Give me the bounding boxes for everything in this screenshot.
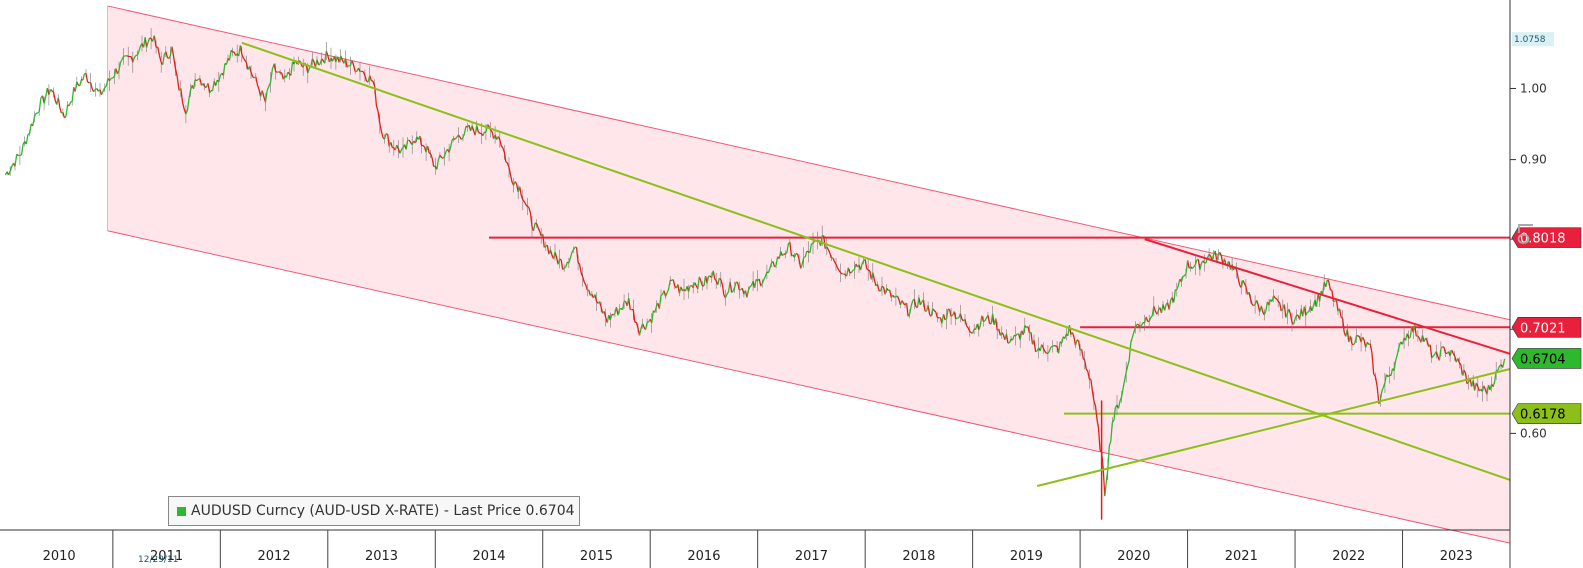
tag-high-text: 1.0758 [1514,35,1546,45]
x-tick-label-5: 2015 [580,549,613,564]
price-up-segments [4,35,1506,497]
x-tick-label-2: 2012 [258,549,291,564]
tag-last-price-bg [1511,348,1582,369]
tag-resistance-2-text: 0.7021 [1520,321,1566,336]
tag-last-price-text: 0.6704 [1520,352,1566,367]
price-series [4,27,1506,520]
legend-swatch [177,506,186,516]
date-marker: 12/29/11 [138,555,178,565]
x-tick-label-11: 2021 [1225,549,1258,564]
tag-support-text: 0.6178 [1520,408,1566,423]
x-tick-label-10: 2020 [1117,549,1150,564]
side-label: Lo [1513,222,1537,246]
y-tick-label-3: 0.90 [1520,153,1547,167]
y-tick-label-0: 0.60 [1520,426,1547,440]
x-tick-label-13: 2023 [1440,549,1473,564]
x-tick-label-7: 2017 [795,549,828,564]
x-tick-label-6: 2016 [687,549,720,564]
x-tick-label-12: 2022 [1332,549,1365,564]
trend-line-0 [241,41,1511,481]
x-tick-label-3: 2013 [365,549,398,564]
trend-line-2 [1144,238,1511,355]
legend-text: AUDUSD Curncy (AUD-USD X-RATE) - Last Pr… [191,503,575,519]
tag-high-bg [1512,32,1554,47]
x-tick-label-9: 2019 [1010,549,1043,564]
price-tags: 0.8018 0.7021 0.6704 0.6178 1.0758 [1511,32,1582,424]
legend: AUDUSD Curncy (AUD-USD X-RATE) - Last Pr… [168,496,580,526]
trend-line-1 [1036,368,1511,487]
channel-fill [107,5,1510,544]
channel-lower-line [107,230,1511,544]
regression-channel [106,5,1511,544]
tag-resistance-1-bg [1511,227,1582,248]
x-tick-label-4: 2014 [472,549,505,564]
y-tick-label-4: 1.00 [1520,81,1547,95]
tag-support-bg [1511,403,1582,424]
tag-resistance-2-bg [1511,316,1582,338]
x-tick-label-8: 2018 [902,549,935,564]
level-lines [489,236,1510,415]
trend-lines [241,41,1511,487]
x-tick-label-1: 2011 [150,549,183,564]
price-down-segments [6,35,1504,497]
tag-resistance-1-text: 0.8018 [1520,232,1566,247]
x-tick-label-0: 2010 [43,549,76,564]
